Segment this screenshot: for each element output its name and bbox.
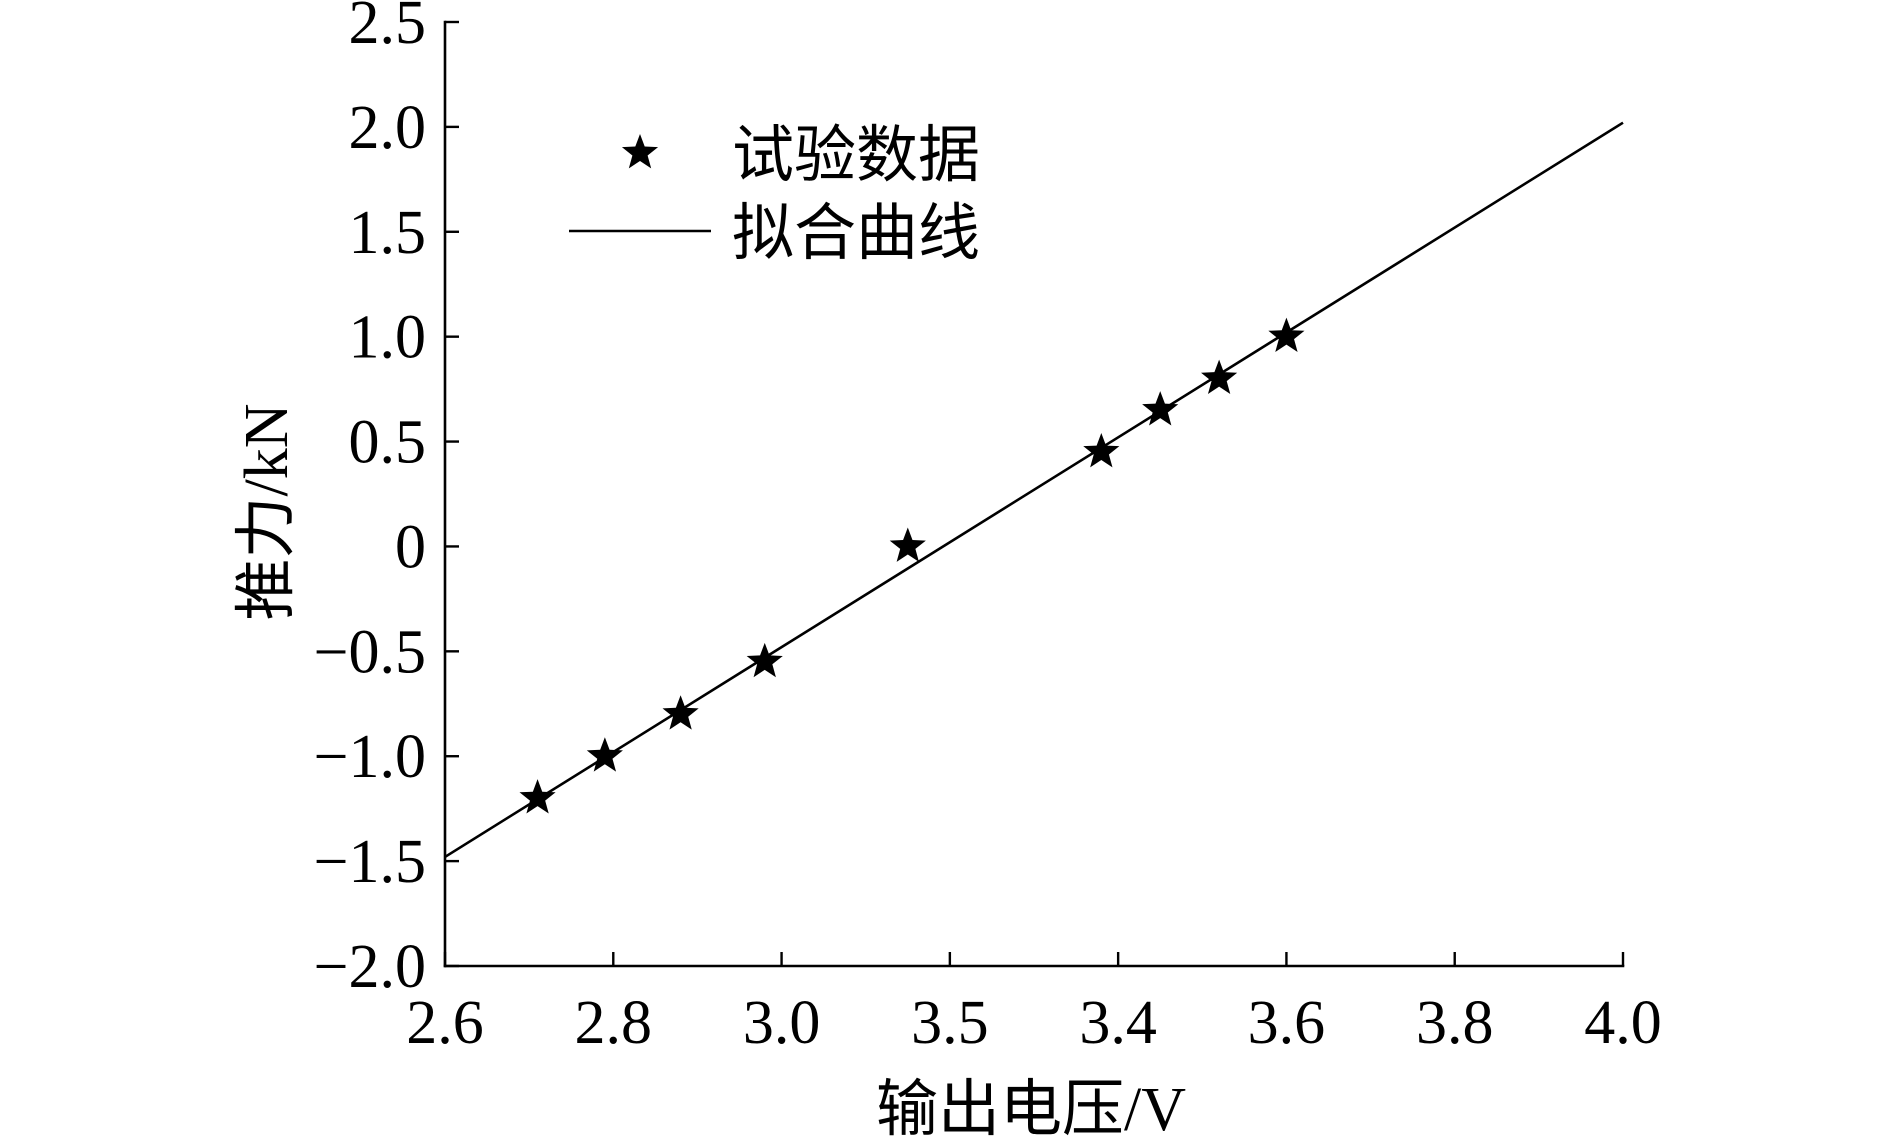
x-tick-label: 3.4 — [1079, 989, 1157, 1057]
data-point-star — [1142, 391, 1179, 426]
x-tick-label: 3.6 — [1248, 989, 1326, 1057]
y-axis-label: 推力/kN — [233, 403, 301, 620]
data-point-star — [1083, 433, 1120, 468]
legend-label-test-data: 试验数据 — [732, 122, 980, 190]
y-tick-label: 1.0 — [349, 304, 427, 372]
data-marks — [444, 121, 1624, 859]
y-tick-label: 0.5 — [349, 409, 427, 477]
y-tick-label: 0 — [395, 513, 426, 581]
x-axis-label: 输出电压/V — [876, 1076, 1186, 1144]
data-point-star — [586, 737, 623, 772]
data-point-star — [746, 642, 783, 678]
x-tick-label: 3.0 — [743, 989, 821, 1057]
y-tick-label: 1.5 — [349, 199, 427, 267]
data-point-star — [889, 527, 926, 562]
y-tick-label: 2.0 — [349, 94, 427, 162]
y-tick-label: −1.0 — [314, 723, 426, 791]
legend-star-marker — [621, 134, 659, 169]
x-tick-label: 2.6 — [406, 989, 484, 1057]
data-point-star — [1268, 317, 1305, 353]
y-tick-label: −1.5 — [314, 828, 426, 896]
tick-group: 2.6 2.8 3.0 3.5 3.4 3.6 3.8 4.0 2.5 2.0 1.5 1.0 0.5 0… — [314, 0, 1662, 1057]
legend-label-fit-curve: 拟合曲线 — [732, 200, 980, 268]
x-tick-label: 4.0 — [1584, 989, 1662, 1057]
x-tick-label: 3.8 — [1416, 989, 1494, 1057]
fit-line — [444, 121, 1624, 859]
y-tick-label: −2.0 — [314, 933, 426, 1001]
y-tick-label: 2.5 — [349, 0, 427, 57]
legend: 试验数据 拟合曲线 — [569, 122, 980, 268]
x-tick-label: 3.5 — [911, 989, 989, 1057]
data-point-star — [1201, 359, 1238, 394]
y-tick-label: −0.5 — [314, 618, 426, 686]
data-point-star — [519, 779, 556, 814]
data-point-star — [662, 695, 699, 730]
x-tick-label: 2.8 — [575, 989, 653, 1057]
